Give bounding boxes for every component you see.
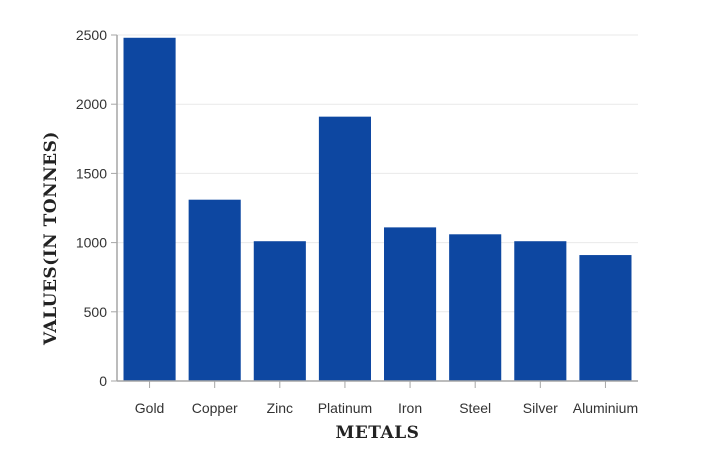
x-tick-label: Aluminium	[573, 400, 638, 416]
bar-silver	[514, 241, 567, 381]
y-tick-label: 500	[84, 304, 108, 320]
x-tick-label: Silver	[523, 400, 558, 416]
x-axis-title: METALS	[336, 423, 420, 443]
x-axis-ticks: Gold Copper Zinc Platinum Iron Steel Silver Alu…	[135, 381, 638, 416]
y-axis-ticks: 0 500 1000 1500 2000 2500	[76, 27, 117, 389]
x-tick-label: Gold	[135, 400, 165, 416]
y-tick-label: 1500	[76, 165, 107, 181]
x-tick-label: Iron	[398, 400, 422, 416]
bar-aluminium	[579, 255, 632, 381]
y-tick-label: 0	[99, 373, 107, 389]
bar-copper	[188, 199, 241, 381]
y-axis-title: VALUES(IN TONNES)	[41, 131, 61, 346]
bar-zinc	[253, 241, 306, 381]
bar-platinum	[318, 116, 371, 381]
bar-gold	[123, 37, 176, 381]
x-tick-label: Platinum	[318, 400, 372, 416]
x-tick-label: Copper	[192, 400, 238, 416]
y-tick-label: 2000	[76, 96, 107, 112]
bar-iron	[384, 227, 437, 381]
y-tick-label: 2500	[76, 27, 107, 43]
x-tick-label: Steel	[459, 400, 491, 416]
x-tick-label: Zinc	[267, 400, 293, 416]
y-tick-label: 1000	[76, 235, 107, 251]
bars	[123, 37, 632, 381]
bar-steel	[449, 234, 502, 381]
